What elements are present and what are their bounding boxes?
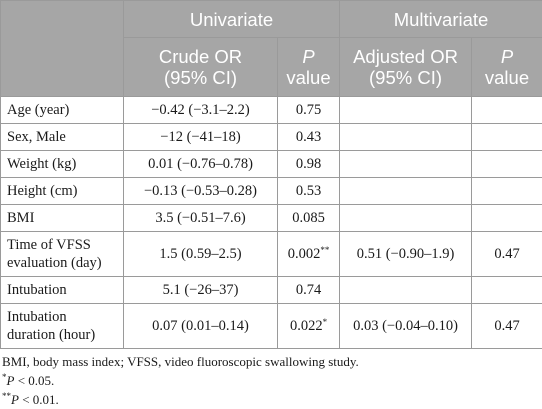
footnote-mark: **: [2, 391, 11, 401]
crude-or-cell: 0.01 (−0.76–0.78): [124, 151, 278, 178]
p-value-cell: 0.022*: [278, 304, 340, 349]
header-p-value: P value: [278, 38, 340, 97]
adjusted-or-cell: 0.51 (−0.90–1.9): [340, 232, 472, 277]
row-label: Sex, Male: [1, 124, 124, 151]
adjusted-or-cell: [340, 124, 472, 151]
footnote-significance-1: *P < 0.05.: [2, 371, 359, 390]
significance-marker: *: [323, 317, 328, 327]
adjusted-p-value-cell: [472, 97, 542, 124]
crude-or-cell: −12 (−41–18): [124, 124, 278, 151]
row-label: Intubation: [1, 277, 124, 304]
table-row: Intubation duration (hour) 0.07 (0.01–0.…: [1, 304, 542, 349]
header-adjusted-p-value: P value: [472, 38, 542, 97]
header-p-value-line1: P: [278, 46, 339, 67]
table-row: Height (cm) −0.13 (−0.53–0.28) 0.53: [1, 178, 542, 205]
p-value-text: 0.002: [288, 246, 321, 262]
adjusted-p-value-cell: [472, 124, 542, 151]
table-body: Age (year) −0.42 (−3.1–2.2) 0.75 Sex, Ma…: [1, 97, 542, 349]
p-value-cell: 0.75: [278, 97, 340, 124]
header-crude-or-line2: (95% CI): [124, 67, 277, 88]
p-value-cell: 0.002**: [278, 232, 340, 277]
footnote-threshold: < 0.05.: [14, 373, 54, 388]
results-table-container: Univariate Multivariate Crude OR (95% CI…: [0, 0, 542, 349]
row-label: Weight (kg): [1, 151, 124, 178]
row-label: Intubation duration (hour): [1, 304, 124, 349]
footnote-significance-2: **P < 0.01.: [2, 390, 359, 409]
header-multivariate: Multivariate: [340, 1, 542, 38]
crude-or-cell: 0.07 (0.01–0.14): [124, 304, 278, 349]
adjusted-or-cell: 0.03 (−0.04–0.10): [340, 304, 472, 349]
adjusted-p-value-cell: 0.47: [472, 304, 542, 349]
header-adjusted-or-line2: (95% CI): [340, 67, 471, 88]
adjusted-or-cell: [340, 178, 472, 205]
row-label-line1: Time of VFSS: [7, 236, 123, 254]
crude-or-cell: 5.1 (−26–37): [124, 277, 278, 304]
row-label: Time of VFSS evaluation (day): [1, 232, 124, 277]
table-footnotes: BMI, body mass index; VFSS, video fluoro…: [2, 352, 359, 409]
adjusted-p-value-cell: 0.47: [472, 232, 542, 277]
crude-or-cell: 3.5 (−0.51–7.6): [124, 205, 278, 232]
crude-or-cell: −0.42 (−3.1–2.2): [124, 97, 278, 124]
row-label: BMI: [1, 205, 124, 232]
header-crude-or: Crude OR (95% CI): [124, 38, 278, 97]
adjusted-p-value-cell: [472, 151, 542, 178]
adjusted-or-cell: [340, 277, 472, 304]
adjusted-or-cell: [340, 151, 472, 178]
p-value-cell: 0.53: [278, 178, 340, 205]
adjusted-p-value-cell: [472, 277, 542, 304]
header-adjusted-or-line1: Adjusted OR: [340, 46, 471, 67]
header-p-value-line2: value: [278, 67, 339, 88]
adjusted-p-value-cell: [472, 178, 542, 205]
table-row: Time of VFSS evaluation (day) 1.5 (0.59–…: [1, 232, 542, 277]
row-label: Height (cm): [1, 178, 124, 205]
crude-or-cell: 1.5 (0.59–2.5): [124, 232, 278, 277]
p-value-cell: 0.085: [278, 205, 340, 232]
significance-marker: **: [320, 245, 329, 255]
table-row: Intubation 5.1 (−26–37) 0.74: [1, 277, 542, 304]
table-row: Weight (kg) 0.01 (−0.76–0.78) 0.98: [1, 151, 542, 178]
footnote-abbreviations: BMI, body mass index; VFSS, video fluoro…: [2, 352, 359, 371]
regression-table: Univariate Multivariate Crude OR (95% CI…: [0, 0, 542, 349]
header-univariate: Univariate: [124, 1, 340, 38]
table-row: Age (year) −0.42 (−3.1–2.2) 0.75: [1, 97, 542, 124]
p-value-cell: 0.98: [278, 151, 340, 178]
p-value-cell: 0.74: [278, 277, 340, 304]
header-adjusted-p-value-line1: P: [472, 46, 542, 67]
header-adjusted-or: Adjusted OR (95% CI): [340, 38, 472, 97]
crude-or-cell: −0.13 (−0.53–0.28): [124, 178, 278, 205]
row-label-line2: duration (hour): [7, 326, 123, 344]
row-label-line1: Intubation: [7, 308, 123, 326]
table-header: Univariate Multivariate Crude OR (95% CI…: [1, 1, 542, 97]
adjusted-or-cell: [340, 205, 472, 232]
row-label: Age (year): [1, 97, 124, 124]
header-corner-cell: [1, 1, 124, 97]
table-row: BMI 3.5 (−0.51–7.6) 0.085: [1, 205, 542, 232]
header-adjusted-p-value-line2: value: [472, 67, 542, 88]
table-row: Sex, Male −12 (−41–18) 0.43: [1, 124, 542, 151]
header-crude-or-line1: Crude OR: [124, 46, 277, 67]
adjusted-p-value-cell: [472, 205, 542, 232]
adjusted-or-cell: [340, 97, 472, 124]
p-value-text: 0.022: [290, 318, 323, 334]
p-value-cell: 0.43: [278, 124, 340, 151]
row-label-line2: evaluation (day): [7, 254, 123, 272]
